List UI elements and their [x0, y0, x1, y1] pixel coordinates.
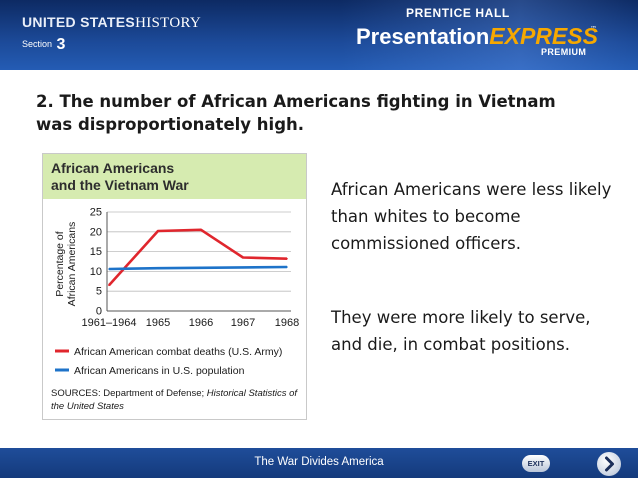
product-main: Presentation [356, 24, 490, 49]
brand-part-2: HISTORY [135, 15, 202, 31]
x-tick-label-4: 1968 [275, 317, 299, 329]
section-label: Section [22, 39, 53, 49]
legend: African American combat deaths (U.S. Arm… [55, 346, 282, 377]
series-0-point-1 [157, 230, 159, 232]
product-express: EXPRESS [489, 23, 598, 49]
chart-title-line-2: and the Vietnam War [51, 177, 189, 193]
legend-label-population: African Americans in U.S. population [74, 365, 245, 377]
chart-source-line-1: SOURCES: Department of Defense; Historic… [51, 388, 298, 399]
y-axis-label-line-2: African Americans [66, 222, 78, 307]
source-plain: Department of Defense; [103, 388, 204, 399]
series-1-point-2 [200, 267, 202, 269]
series-0-point-4 [286, 257, 288, 260]
y-tick-label-5: 5 [96, 286, 102, 298]
slide-title: 2. The number of African Americans fight… [36, 92, 556, 134]
x-tick-label-3: 1967 [231, 317, 255, 329]
series-1-point-1 [157, 267, 159, 269]
section-number: 3 [56, 36, 66, 53]
chart-title-band [43, 154, 306, 199]
header-light-streak [340, 0, 638, 70]
series-line-0 [108, 228, 288, 287]
series-1-point-4 [286, 266, 288, 268]
premium-label: PREMIUM [541, 47, 587, 57]
source-italic-part-2: the United States [51, 401, 124, 412]
series-line-1 [108, 265, 288, 271]
source-italic-part-1: Historical Statistics of [207, 388, 299, 399]
exit-button[interactable]: EXIT [522, 455, 550, 472]
series-0-point-2 [200, 229, 202, 231]
y-tick-label-25: 25 [90, 207, 102, 219]
y-tick-label-20: 20 [90, 226, 102, 238]
y-tick-label-10: 10 [90, 266, 102, 278]
x-tick-label-0: 1961–1964 [81, 317, 136, 329]
x-tick-label-2: 1966 [189, 317, 213, 329]
publisher-name: PRENTICE HALL [406, 6, 510, 20]
footer-title: The War Divides America [254, 456, 384, 468]
section-indicator: Section 3 [22, 36, 65, 54]
trademark-symbol: ™ [590, 25, 597, 33]
x-tick-label-1: 1965 [146, 317, 170, 329]
y-axis-label-line-1: Percentage of [54, 231, 66, 296]
series-0-point-0 [108, 284, 110, 287]
series-1-point-0 [108, 268, 110, 270]
y-tick-label-0: 0 [96, 306, 102, 318]
chart-panel: African Americans and the Vietnam War 0 5… [42, 153, 307, 420]
y-tick-label-15: 15 [90, 246, 102, 258]
course-brand: UNITED STATESHISTORY [22, 14, 201, 32]
next-slide-button[interactable] [597, 452, 621, 476]
source-label: SOURCES: [51, 388, 101, 399]
legend-label-combat-deaths: African American combat deaths (U.S. Arm… [74, 346, 282, 358]
product-logo: PresentationEXPRESS [356, 23, 598, 50]
line-chart: African Americans and the Vietnam War 0 5… [43, 154, 306, 412]
header-bar: UNITED STATESHISTORY Section 3 PRENTICE … [0, 0, 638, 70]
chart-title-line-1: African Americans [51, 160, 174, 176]
brand-part-1: UNITED STATES [22, 14, 136, 30]
series-1-point-3 [242, 266, 244, 269]
chevron-right-icon [605, 456, 614, 472]
slide-paragraph-2: They were more likely to serve, and die,… [331, 308, 591, 354]
series-0-point-3 [242, 256, 244, 259]
plot-area: 0 5 10 15 20 25 1961–1964 1965 1966 1967 1968 [81, 207, 299, 330]
slide-paragraph-1: African Americans were less likely than … [331, 180, 612, 253]
